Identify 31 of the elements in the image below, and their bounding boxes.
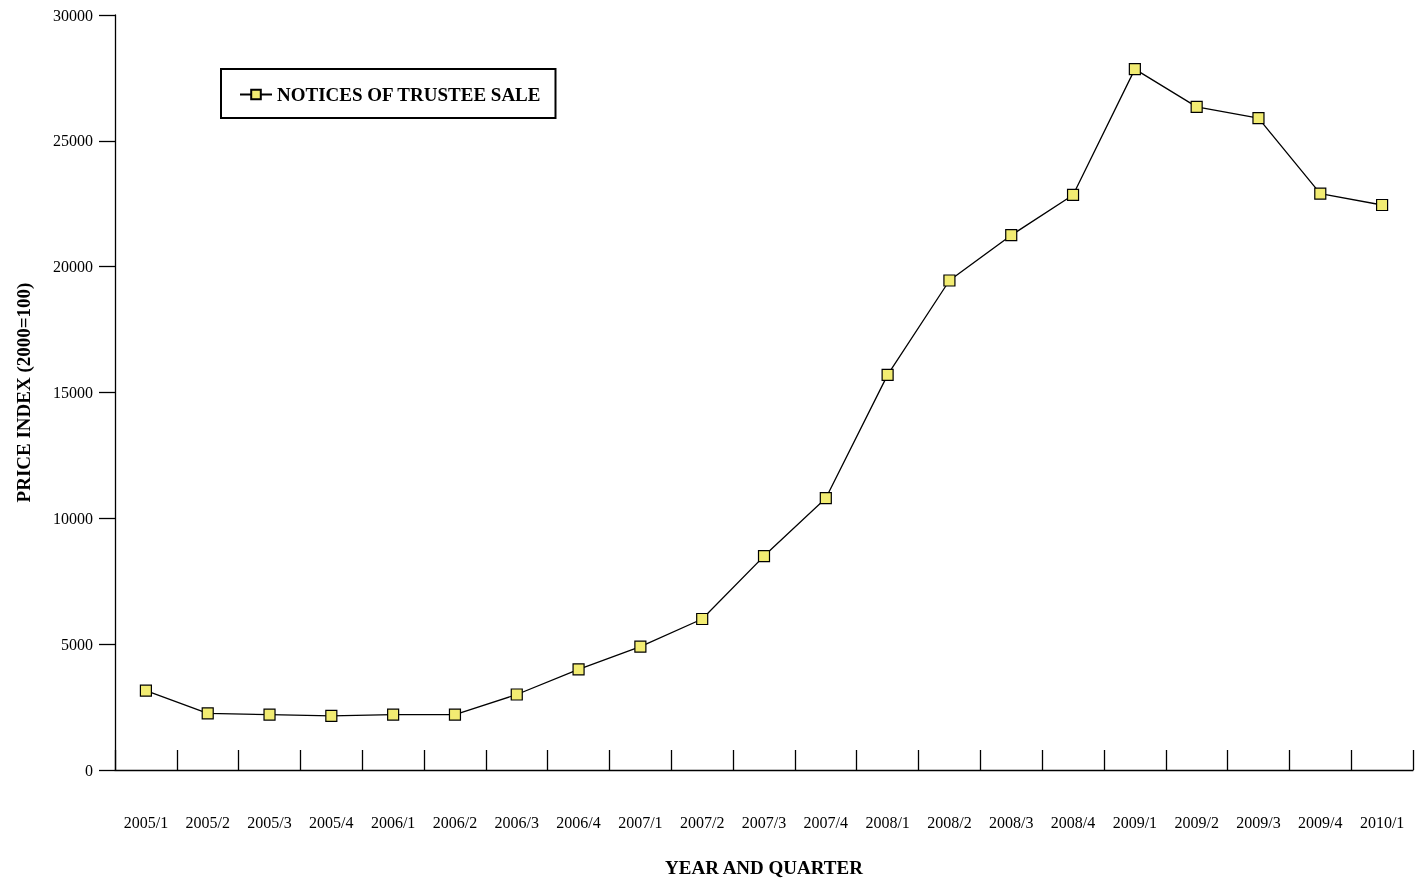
x-tick-label: 2006/2 [432, 813, 478, 831]
x-tick-label: 2005/3 [247, 813, 292, 831]
x-tick-label: 2009/1 [1112, 813, 1158, 831]
legend-label: NOTICES OF TRUSTEE SALE [277, 84, 541, 105]
x-tick-label: 2008/3 [989, 813, 1034, 831]
y-tick-label: 0 [85, 761, 93, 779]
x-tick-label: 2006/4 [556, 813, 601, 831]
x-axis-title: YEAR AND QUARTER [665, 857, 864, 878]
y-tick-label: 30000 [53, 6, 93, 24]
y-axis-title: PRICE INDEX (2000=100) [13, 282, 35, 503]
x-tick-label: 2007/4 [803, 813, 849, 831]
x-tick-label: 2009/3 [1236, 813, 1281, 831]
x-tick-label: 2008/1 [865, 813, 910, 831]
x-tick-label: 2006/1 [370, 813, 416, 831]
x-tick-label: 2005/4 [309, 813, 354, 831]
x-tick-label: 2006/3 [494, 813, 539, 831]
x-tick-label: 2009/4 [1298, 813, 1343, 831]
x-tick-label: 2010/1 [1359, 813, 1405, 831]
x-tick-label: 2007/3 [741, 813, 787, 831]
x-tick-label: 2007/2 [679, 813, 725, 831]
y-tick-label: 20000 [53, 258, 93, 276]
x-tick-label: 2008/4 [1050, 813, 1096, 831]
x-tick-label: 2009/2 [1174, 813, 1219, 831]
y-tick-label: 25000 [53, 132, 93, 150]
x-tick-label: 2007/1 [618, 813, 663, 831]
y-tick-label: 10000 [53, 509, 93, 527]
y-tick-label: 5000 [61, 635, 93, 653]
x-tick-label: 2005/2 [185, 813, 230, 831]
x-tick-label: 2008/2 [927, 813, 972, 831]
x-tick-label: 2005/1 [123, 813, 169, 831]
y-tick-label: 15000 [53, 384, 93, 401]
